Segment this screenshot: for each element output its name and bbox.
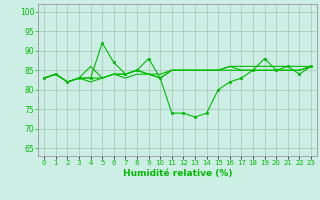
X-axis label: Humidité relative (%): Humidité relative (%) [123,169,232,178]
